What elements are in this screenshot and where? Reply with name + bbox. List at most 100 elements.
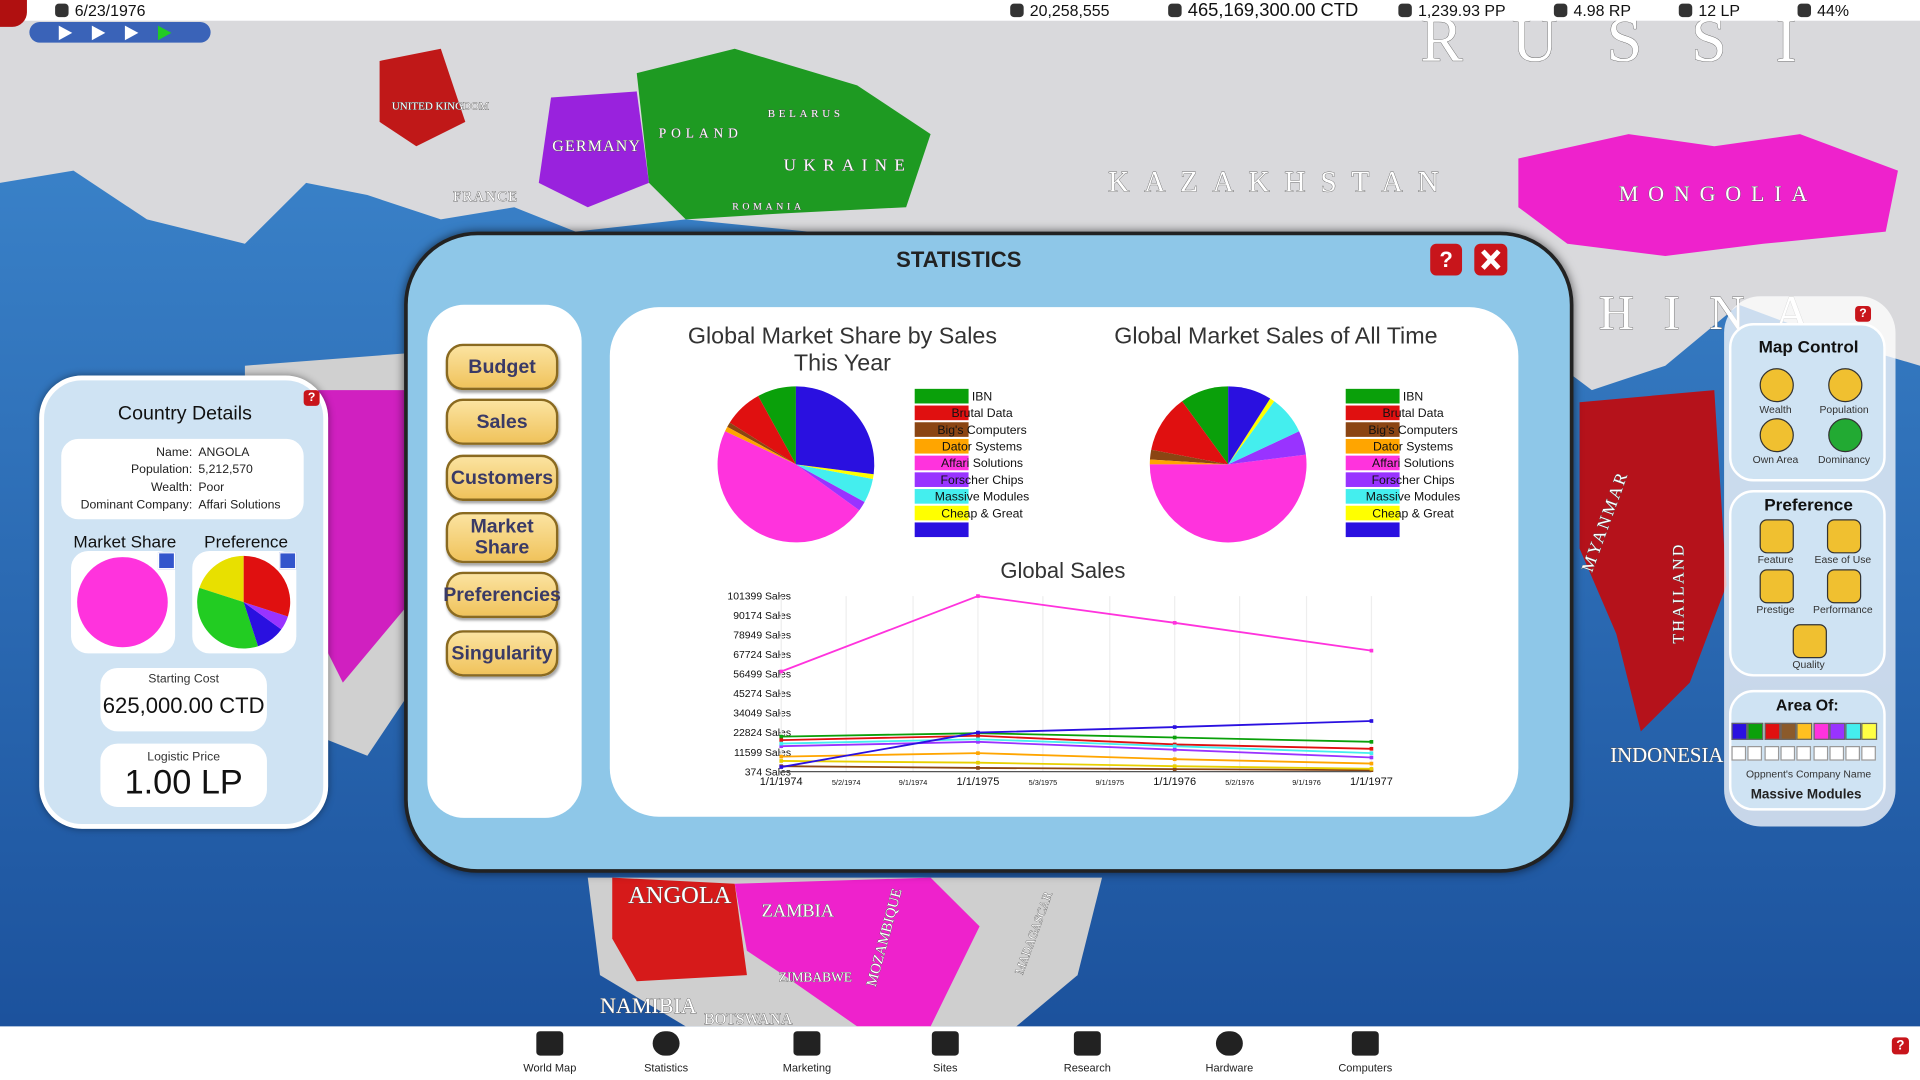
map-control-icon[interactable] xyxy=(1828,418,1863,453)
country-zambia-mozambique xyxy=(734,877,980,1027)
area-checkbox[interactable] xyxy=(1829,746,1844,761)
starting-cost: 625,000.00 CTD xyxy=(102,693,265,718)
area-swatch[interactable] xyxy=(1845,722,1862,740)
map-control-icon[interactable] xyxy=(1828,368,1863,403)
area-label: Oppnent's Company Name xyxy=(1745,767,1872,781)
map-label: INDONESIA xyxy=(1610,745,1723,767)
preference-icon[interactable] xyxy=(1759,569,1794,604)
area-swatch[interactable] xyxy=(1796,722,1813,740)
area-swatch[interactable] xyxy=(1812,722,1829,740)
icon-label: Performance xyxy=(1813,603,1873,616)
area-swatch[interactable] xyxy=(1829,722,1846,740)
mini-chart-title: Preference xyxy=(204,531,289,551)
help-button[interactable]: ? xyxy=(1891,1037,1909,1055)
top-bar-text: 6/23/1976 xyxy=(74,1,146,20)
top-bar-icon xyxy=(1553,3,1568,18)
icon-label: Population xyxy=(1819,403,1869,416)
time-button[interactable] xyxy=(157,25,172,41)
top-bar-icon xyxy=(55,3,69,18)
map-label: UKRAINE xyxy=(784,156,913,175)
chart-title: Global Market Share by Sales This Year xyxy=(687,324,997,377)
field-value: 5,212,570 xyxy=(198,463,253,477)
map-label: BELARUS xyxy=(768,108,844,120)
bottom-label: World Map xyxy=(523,1061,577,1074)
icon-label: Quality xyxy=(1792,658,1825,671)
starting-cost-box xyxy=(100,667,267,732)
bottom-icon[interactable] xyxy=(1351,1031,1379,1056)
grid-icon[interactable] xyxy=(279,552,297,570)
bottom-label: Statistics xyxy=(644,1061,689,1074)
top-bar-icon xyxy=(1678,3,1693,18)
bottom-icon[interactable] xyxy=(931,1031,959,1056)
preference-icon[interactable] xyxy=(1759,519,1794,554)
map-label: ANGOLA xyxy=(628,882,732,909)
country-angola xyxy=(612,877,747,982)
bottom-label: Computers xyxy=(1338,1061,1393,1074)
bottom-label: Sites xyxy=(933,1061,958,1074)
help-button[interactable]: ? xyxy=(303,390,320,406)
area-checkbox[interactable] xyxy=(1747,746,1763,761)
map-control-icon[interactable] xyxy=(1759,418,1794,453)
bottom-icon[interactable] xyxy=(536,1031,564,1056)
logistic-box xyxy=(100,743,267,807)
icon-label: Wealth xyxy=(1759,403,1792,416)
menu-button[interactable]: Sales xyxy=(445,398,559,445)
map-label: ZAMBIA xyxy=(762,901,835,921)
icon-label: Own Area xyxy=(1752,453,1799,466)
area-checkbox[interactable] xyxy=(1763,746,1779,761)
close-cross xyxy=(1481,249,1501,270)
map-label: FRANCE xyxy=(453,189,518,205)
top-bar-text: 12 LP xyxy=(1698,1,1740,20)
help-button[interactable]: ? xyxy=(1430,243,1463,276)
close-icon xyxy=(1481,249,1501,270)
area-checkbox[interactable] xyxy=(1845,746,1861,761)
area-checkbox[interactable] xyxy=(1796,746,1812,761)
area-swatch[interactable] xyxy=(1747,722,1764,740)
menu-button[interactable]: Market Share xyxy=(445,511,559,564)
menu-button[interactable]: Customers xyxy=(445,454,559,501)
preference-icon[interactable] xyxy=(1826,569,1862,604)
close-button[interactable] xyxy=(1474,243,1508,276)
icon-label: Dominancy xyxy=(1818,453,1871,466)
settings-gear[interactable] xyxy=(0,0,27,27)
map-control-icon[interactable] xyxy=(1759,368,1794,403)
menu-button[interactable]: Singularity xyxy=(445,630,559,677)
field-label: Dominant Company: xyxy=(80,498,193,512)
bottom-label: Hardware xyxy=(1205,1061,1254,1074)
map-label: POLAND xyxy=(659,126,743,141)
area-checkbox[interactable] xyxy=(1731,746,1747,761)
preference-icon[interactable] xyxy=(1826,519,1862,554)
area-swatch[interactable] xyxy=(1731,722,1748,740)
bottom-icon[interactable] xyxy=(1215,1031,1243,1056)
help-button[interactable]: ? xyxy=(1855,305,1872,322)
bottom-icon[interactable] xyxy=(652,1031,680,1056)
menu-button[interactable]: Preferencies xyxy=(443,571,561,619)
map-label: THAILAND xyxy=(1671,542,1688,643)
area-checkbox[interactable] xyxy=(1861,746,1877,761)
details-box xyxy=(61,438,304,520)
field-value: Affari Solutions xyxy=(198,498,281,512)
chart-title: Global Market Sales of All Time xyxy=(1114,324,1438,350)
top-bar-icon xyxy=(1398,3,1412,18)
area-swatch[interactable] xyxy=(1763,722,1780,740)
box-title: Preference xyxy=(1764,494,1853,515)
time-button[interactable] xyxy=(91,25,106,41)
grid-icon[interactable] xyxy=(157,552,176,570)
top-bar-text: 44% xyxy=(1817,1,1850,20)
bottom-icon[interactable] xyxy=(793,1031,821,1056)
map-label: BOTSWANA xyxy=(704,1011,793,1028)
area-swatch[interactable] xyxy=(1780,722,1797,740)
icon-label: Prestige xyxy=(1756,603,1795,616)
time-button[interactable] xyxy=(58,25,73,41)
bottom-icon[interactable] xyxy=(1073,1031,1101,1056)
field-value: ANGOLA xyxy=(198,446,250,460)
time-button[interactable] xyxy=(124,25,139,41)
menu-button[interactable]: Budget xyxy=(445,343,559,391)
area-checkbox[interactable] xyxy=(1812,746,1828,761)
preference-icon[interactable] xyxy=(1792,624,1827,659)
area-swatch[interactable] xyxy=(1861,722,1878,740)
area-checkbox[interactable] xyxy=(1780,746,1795,761)
map-label: GERMANY xyxy=(552,138,641,155)
